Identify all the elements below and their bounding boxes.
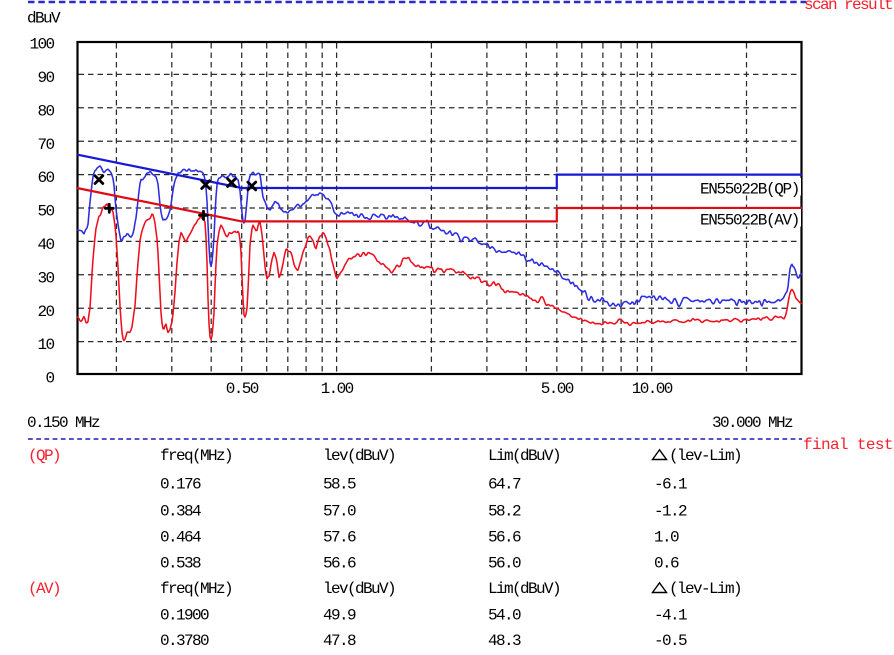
svg-text:final test: final test [803, 436, 893, 454]
svg-text:lev(dBuV): lev(dBuV) [323, 580, 395, 598]
svg-text:-4.1: -4.1 [654, 607, 687, 625]
svg-text:80: 80 [37, 102, 54, 120]
svg-text:100: 100 [29, 36, 54, 54]
svg-text:30.000 MHz: 30.000 MHz [712, 414, 793, 432]
svg-text:40: 40 [37, 236, 54, 254]
svg-text:(QP): (QP) [28, 447, 60, 465]
svg-text:48.3: 48.3 [488, 632, 521, 650]
svg-text:58.5: 58.5 [323, 476, 356, 494]
svg-text:0.1900: 0.1900 [160, 607, 209, 625]
svg-text:0: 0 [45, 370, 54, 388]
svg-text:60: 60 [37, 169, 54, 187]
svg-text:57.0: 57.0 [323, 503, 356, 521]
svg-text:Lim(dBuV): Lim(dBuV) [488, 580, 560, 598]
svg-text:0.6: 0.6 [654, 555, 679, 573]
svg-text:30: 30 [37, 269, 54, 287]
svg-text:(AV): (AV) [28, 580, 60, 598]
svg-text:70: 70 [37, 136, 54, 154]
svg-text:49.9: 49.9 [323, 607, 356, 625]
svg-text:54.0: 54.0 [488, 607, 521, 625]
svg-text:dBuV: dBuV [27, 10, 61, 28]
svg-text:(lev-Lim): (lev-Lim) [669, 580, 741, 598]
svg-text:47.8: 47.8 [323, 632, 356, 650]
svg-text:0.384: 0.384 [160, 503, 201, 521]
svg-text:-6.1: -6.1 [654, 476, 687, 494]
svg-text:scan result: scan result [804, 0, 892, 14]
svg-text:56.6: 56.6 [488, 529, 521, 547]
svg-text:Lim(dBuV): Lim(dBuV) [488, 447, 560, 465]
svg-text:10: 10 [37, 336, 54, 354]
svg-text:10.00: 10.00 [632, 380, 673, 398]
svg-text:90: 90 [37, 69, 54, 87]
svg-text:freq(MHz): freq(MHz) [160, 580, 232, 598]
svg-text:-0.5: -0.5 [654, 632, 687, 650]
svg-text:EN55022B(AV): EN55022B(AV) [700, 212, 799, 230]
svg-text:56.0: 56.0 [488, 555, 521, 573]
svg-text:5.00: 5.00 [541, 380, 574, 398]
svg-text:0.150 MHz: 0.150 MHz [27, 414, 100, 432]
svg-text:0.50: 0.50 [226, 380, 259, 398]
svg-text:0.464: 0.464 [160, 529, 201, 547]
svg-text:lev(dBuV): lev(dBuV) [323, 447, 395, 465]
svg-text:57.6: 57.6 [323, 529, 356, 547]
svg-text:20: 20 [37, 303, 54, 321]
svg-text:-1.2: -1.2 [654, 503, 687, 521]
svg-text:58.2: 58.2 [488, 503, 521, 521]
svg-text:0.3780: 0.3780 [160, 632, 209, 650]
svg-text:1.00: 1.00 [321, 380, 354, 398]
svg-text:freq(MHz): freq(MHz) [160, 447, 232, 465]
svg-text:50: 50 [37, 203, 54, 221]
svg-text:1.0: 1.0 [654, 529, 679, 547]
svg-text:EN55022B(QP): EN55022B(QP) [700, 181, 799, 199]
svg-text:0.176: 0.176 [160, 476, 201, 494]
svg-text:(lev-Lim): (lev-Lim) [669, 447, 741, 465]
svg-text:0.538: 0.538 [160, 555, 201, 573]
svg-text:56.6: 56.6 [323, 555, 356, 573]
svg-text:64.7: 64.7 [488, 476, 521, 494]
